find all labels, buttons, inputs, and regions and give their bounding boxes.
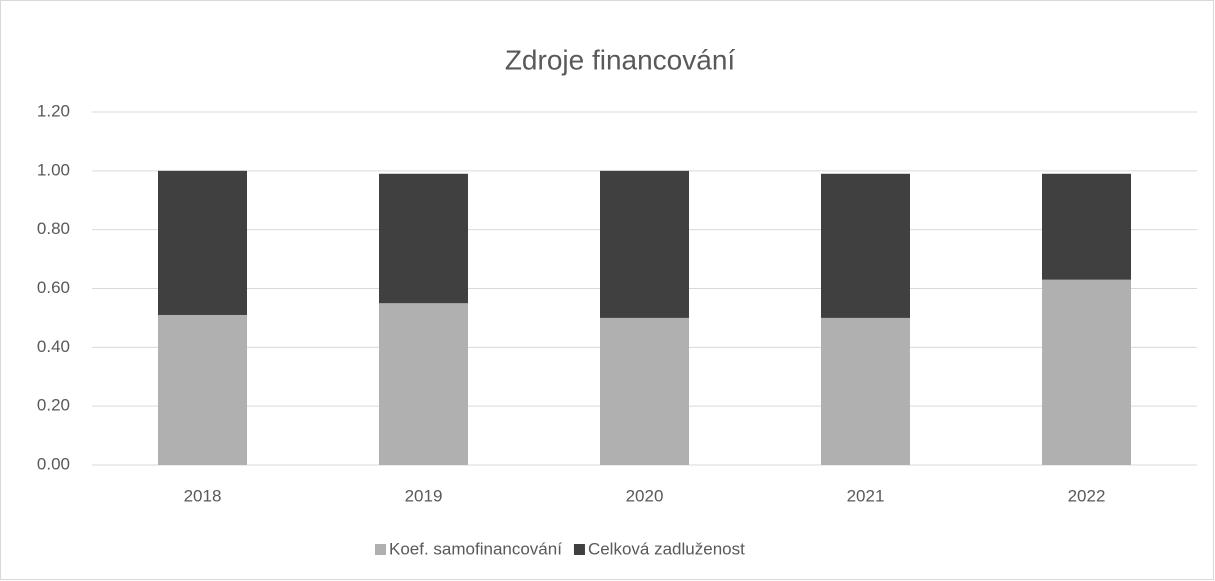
y-tick-label: 0.40 <box>37 337 70 356</box>
y-tick-label: 1.20 <box>37 101 70 120</box>
y-tick-label: 0.20 <box>37 396 70 415</box>
legend-label: Koef. samofinancování <box>389 539 562 558</box>
bar-segment <box>379 303 468 465</box>
x-tick-label: 2020 <box>626 486 664 505</box>
y-tick-label: 0.00 <box>37 454 70 473</box>
chart-title: Zdroje financování <box>505 44 736 75</box>
x-tick-label: 2021 <box>847 486 885 505</box>
bar-segment <box>158 314 247 465</box>
bar-segment <box>1042 279 1131 465</box>
bar-segment <box>821 317 910 465</box>
bar-segment <box>158 170 247 315</box>
x-tick-label: 2019 <box>405 486 443 505</box>
y-tick-label: 0.80 <box>37 219 70 238</box>
bar-segment <box>1042 173 1131 280</box>
x-tick-label: 2022 <box>1068 486 1106 505</box>
legend-swatch <box>573 544 585 555</box>
x-tick-label: 2018 <box>184 486 222 505</box>
legend-label: Celková zadluženost <box>588 539 745 558</box>
y-tick-label: 0.60 <box>37 278 70 297</box>
bar-segment <box>600 317 689 465</box>
bar-segment <box>379 173 468 304</box>
y-tick-label: 1.00 <box>37 160 70 179</box>
bar-segment <box>821 173 910 318</box>
bar-segment <box>600 170 689 318</box>
legend-swatch <box>375 544 386 555</box>
